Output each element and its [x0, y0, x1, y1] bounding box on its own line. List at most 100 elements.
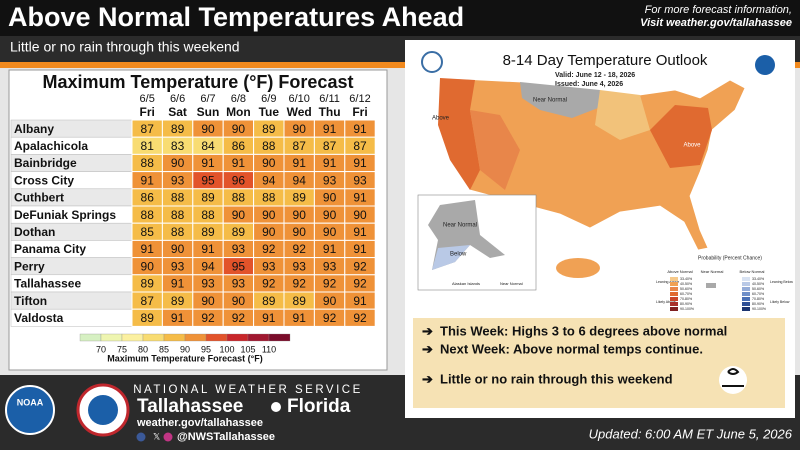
range-label: 40-50%	[680, 282, 692, 286]
legend-tick: 75	[117, 344, 127, 354]
legend-swatch	[79, 333, 102, 342]
bullet-arrow: ➔	[422, 371, 433, 386]
legend-tick: 70	[96, 344, 106, 354]
temp-value: 83	[171, 139, 185, 153]
legend-tick: 95	[201, 344, 211, 354]
temp-value: 89	[262, 294, 276, 308]
temp-value: 91	[293, 311, 307, 325]
bullet-arrow: ➔	[422, 323, 433, 338]
legend-tick: 105	[240, 344, 255, 354]
col-date: 6/10	[288, 93, 309, 105]
legend-tick: 90	[180, 344, 190, 354]
doc-logo	[421, 51, 443, 73]
temp-value: 90	[293, 208, 307, 222]
city: Valdosta	[14, 311, 64, 325]
noaa-mini-logo	[755, 55, 775, 75]
temp-value: 90	[232, 294, 246, 308]
office-state: Florida	[287, 396, 351, 417]
col-date: 6/6	[170, 93, 185, 105]
temp-value: 87	[323, 139, 337, 153]
temp-value: 92	[323, 277, 337, 291]
footer-social: @NWSTallahassee	[177, 431, 275, 443]
agency: NATIONAL WEATHER SERVICE	[133, 384, 363, 396]
info-line: For more forecast information,	[645, 4, 792, 16]
map-legend-head: Near Normal	[701, 269, 724, 274]
temp-cell	[344, 308, 376, 327]
temp-value: 90	[232, 208, 246, 222]
bullet-box	[413, 318, 785, 408]
temp-value: 93	[262, 259, 276, 273]
map-label: Below	[450, 252, 467, 258]
temp-value: 94	[293, 173, 307, 187]
subtitle: Little or no rain through this weekend	[10, 39, 240, 55]
temp-value: 93	[201, 277, 215, 291]
temp-value: 92	[262, 277, 276, 291]
bullet: Little or no rain through this weekend	[440, 371, 673, 386]
temp-value: 95	[232, 259, 246, 273]
col-date: 6/5	[140, 93, 155, 105]
separator-icon	[271, 402, 281, 412]
col-day: Tue	[259, 105, 280, 119]
map-label: Above	[432, 116, 450, 122]
temp-value: 88	[171, 225, 185, 239]
city: Bainbridge	[14, 156, 77, 170]
temp-value: 87	[353, 139, 367, 153]
temp-value: 87	[141, 122, 155, 136]
temp-value: 90	[141, 259, 155, 273]
noaa-logo	[5, 385, 55, 435]
range-label: 40-50%	[752, 282, 764, 286]
legend-swatch	[184, 333, 207, 342]
updated: Updated: 6:00 AM ET June 5, 2026	[589, 426, 793, 441]
temp-value: 85	[141, 225, 155, 239]
temp-value: 90	[323, 294, 337, 308]
near-swatch	[706, 283, 716, 288]
col-day: Mon	[226, 105, 251, 119]
temp-value: 86	[141, 191, 155, 205]
map-legend-title: Probability (Percent Chance)	[698, 255, 762, 261]
range-label: 60-70%	[752, 292, 764, 296]
temp-value: 88	[232, 191, 246, 205]
bullets: ➔ This Week: Highs 3 to 6 degrees above n…	[422, 323, 727, 386]
temp-value: 93	[171, 173, 185, 187]
legend-swatch	[226, 333, 249, 342]
city: DeFuniak Springs	[14, 208, 116, 222]
temp-value: 93	[171, 259, 185, 273]
temp-value: 90	[262, 208, 276, 222]
col-day: Fri	[140, 105, 155, 119]
temp-value: 91	[353, 225, 367, 239]
range-label: 60-70%	[680, 292, 692, 296]
temp-value: 92	[232, 311, 246, 325]
temp-value: 89	[141, 277, 155, 291]
col-day: Wed	[287, 105, 312, 119]
city: Dothan	[14, 225, 55, 239]
above-swatch	[670, 292, 678, 296]
temp-value: 90	[232, 122, 246, 136]
below-swatch	[742, 297, 750, 301]
col-date: 6/9	[261, 93, 276, 105]
no-rain-icon	[719, 366, 747, 394]
above-swatch	[670, 307, 678, 311]
above-swatch	[670, 287, 678, 291]
col-date: 6/7	[200, 93, 215, 105]
col-date: 6/8	[231, 93, 246, 105]
temp-value: 92	[353, 259, 367, 273]
above-swatch	[670, 297, 678, 301]
col-day: Fri	[352, 105, 367, 119]
temp-value: 91	[171, 277, 185, 291]
legend-swatch	[100, 333, 123, 342]
map-legend-side: Likely Above	[656, 300, 676, 304]
temp-value: 91	[353, 191, 367, 205]
col-date: 6/11	[319, 93, 340, 105]
legend-tick: 80	[138, 344, 148, 354]
temp-value: 92	[353, 277, 367, 291]
above-swatch	[670, 277, 678, 281]
map-label: Near Normal	[500, 281, 523, 286]
alaska	[417, 194, 600, 291]
bullet: Next Week: Above normal temps continue.	[440, 341, 703, 356]
legend-swatch	[121, 333, 144, 342]
accent-stripe	[0, 62, 800, 68]
temp-value: 92	[323, 311, 337, 325]
temp-value: 92	[201, 311, 215, 325]
temp-value: 91	[232, 156, 246, 170]
